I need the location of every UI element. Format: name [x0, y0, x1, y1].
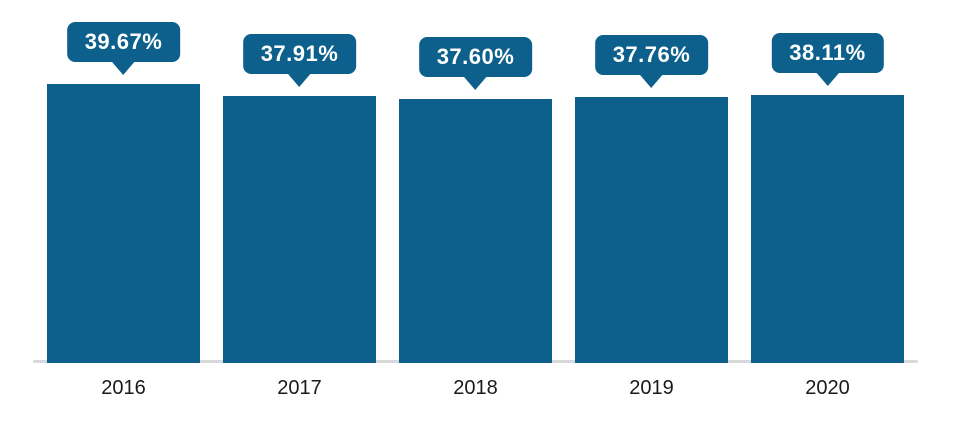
bar [751, 95, 904, 363]
x-axis-label: 2019 [629, 377, 674, 399]
bar [399, 98, 552, 363]
value-label: 39.67% [84, 29, 163, 54]
bar [575, 97, 728, 363]
callout-tail-icon [815, 72, 840, 86]
value-callout: 37.60% [418, 36, 533, 90]
value-label: 37.76% [612, 42, 691, 68]
value-label: 37.60% [436, 43, 515, 69]
callout-box: 37.60% [418, 36, 533, 77]
callout-box: 38.11% [771, 33, 884, 73]
x-axis-label: 2017 [277, 377, 322, 399]
x-axis-label: 2020 [805, 377, 850, 399]
bar [47, 84, 200, 363]
bar-group: 37.91% 2017 [223, 0, 376, 421]
callout-box: 37.91% [242, 34, 357, 75]
bar-group: 39.67% 2016 [47, 0, 200, 421]
callout-tail-icon [463, 75, 488, 90]
bar-group: 38.11% 2020 [751, 0, 904, 421]
bar [223, 96, 376, 363]
value-callout: 37.76% [594, 35, 709, 89]
value-label: 38.11% [789, 40, 866, 65]
value-callout: 39.67% [66, 22, 181, 75]
value-callout: 38.11% [771, 33, 884, 86]
bar-group: 37.76% 2019 [575, 0, 728, 421]
value-callout: 37.91% [242, 34, 357, 88]
x-axis-label: 2016 [101, 377, 146, 399]
callout-box: 37.76% [594, 35, 709, 76]
callout-box: 39.67% [66, 22, 181, 62]
x-axis-label: 2018 [453, 377, 498, 399]
callout-tail-icon [639, 74, 664, 89]
bar-group: 37.60% 2018 [399, 0, 552, 421]
value-label: 37.91% [260, 41, 339, 67]
callout-tail-icon [111, 61, 136, 75]
callout-tail-icon [287, 73, 312, 88]
